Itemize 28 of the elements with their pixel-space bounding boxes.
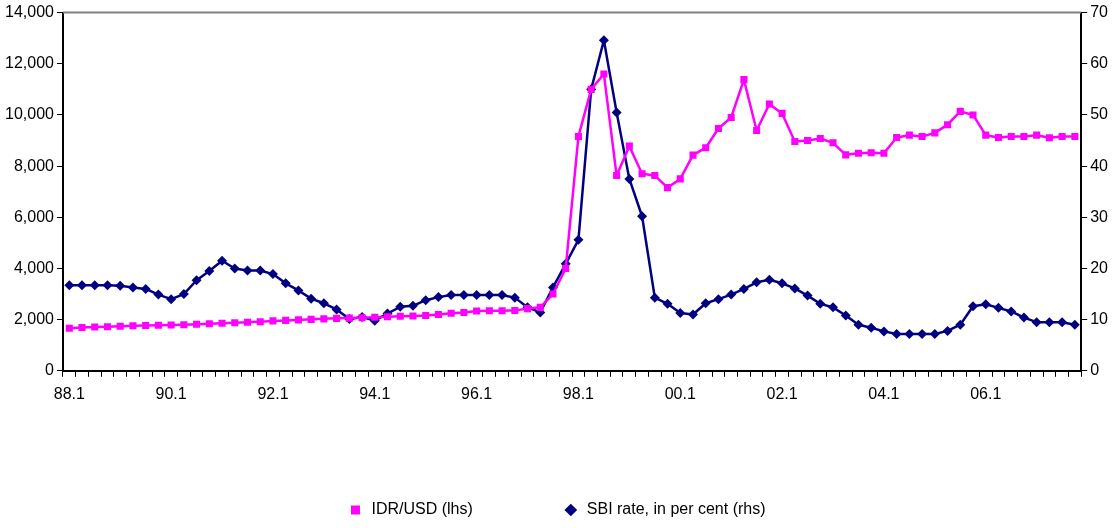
y-tick-label: 2,000 [13,310,55,328]
x-tick-label: 04.1 [868,384,900,402]
y-tick-label: 4,000 [13,258,55,276]
x-tick-label: 92.1 [257,384,289,402]
y2-tick-label: 40 [1090,156,1109,174]
x-tick-label: 94.1 [359,384,391,402]
y2-tick-label: 70 [1090,3,1109,21]
y2-tick-label: 10 [1090,310,1109,328]
y-tick-label: 12,000 [5,54,55,72]
y2-tick-label: 0 [1090,361,1100,379]
x-tick-label: 06.1 [970,384,1002,402]
legend-label: SBI rate, in per cent (rhs) [586,500,766,518]
y2-tick-label: 30 [1090,207,1109,225]
y-tick-label: 10,000 [5,105,55,123]
legend-label: IDR/USD (lhs) [371,500,473,518]
y-tick-label: 6,000 [13,207,55,225]
y-tick-label: 0 [45,361,55,379]
x-tick-label: 96.1 [461,384,493,402]
y2-tick-label: 20 [1090,258,1109,276]
x-tick-label: 02.1 [766,384,798,402]
y2-tick-label: 50 [1090,105,1109,123]
x-tick-label: 90.1 [155,384,187,402]
y2-tick-label: 60 [1090,54,1109,72]
x-tick-label: 98.1 [562,384,595,402]
y-tick-label: 14,000 [5,3,55,21]
x-tick-label: 88.1 [53,384,85,402]
x-tick-label: 00.1 [664,384,696,402]
y-tick-label: 8,000 [13,156,55,174]
